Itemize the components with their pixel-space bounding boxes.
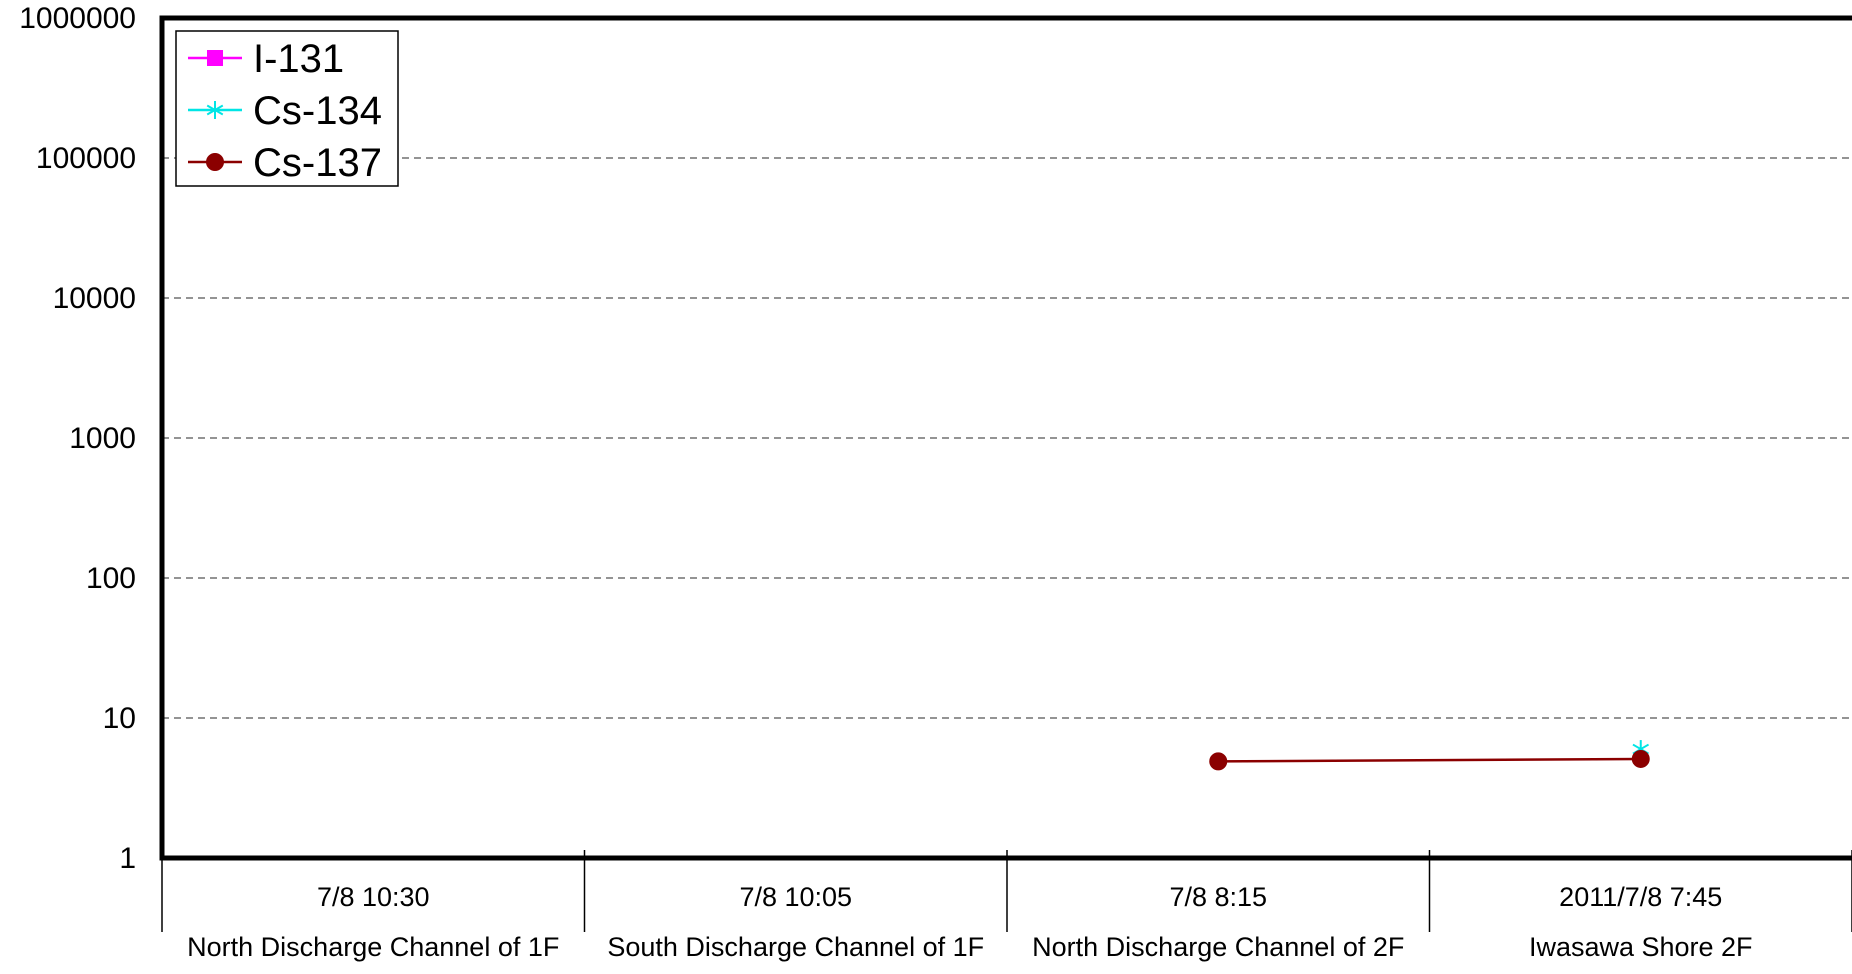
legend-entry: Cs-134 — [188, 89, 382, 133]
legend-marker — [206, 153, 224, 171]
y-tick-label: 1000000 — [19, 2, 136, 35]
data-point — [1209, 752, 1228, 771]
legend-marker — [207, 50, 223, 66]
y-tick-labels: 1 10 100 1000 10000 100000 1000000 — [19, 2, 136, 875]
series-line — [1218, 757, 1641, 763]
y-tick-label: 1000 — [69, 422, 136, 455]
legend-label: Cs-137 — [253, 141, 382, 185]
legend: I-131 Cs-134 Cs-137 — [175, 30, 399, 187]
legend-label: I-131 — [253, 37, 344, 81]
y-tick-label: 100 — [86, 562, 136, 595]
plot-frame — [159, 15, 1852, 861]
x-tick-location: North Discharge Channel of 1F — [187, 932, 559, 962]
axis-layer — [159, 15, 1852, 932]
x-tick-labels: 7/8 10:30 North Discharge Channel of 1F 7/… — [187, 882, 1752, 962]
legend-entry: Cs-137 — [188, 141, 382, 185]
legend-marker — [206, 101, 224, 119]
y-tick-label: 1 — [119, 842, 136, 875]
series-cs-137 — [1209, 749, 1650, 771]
y-tick-label: 10 — [103, 702, 136, 735]
x-tick-location: South Discharge Channel of 1F — [607, 932, 984, 962]
series-layer — [1209, 740, 1650, 771]
grid-layer — [162, 157, 1852, 719]
legend-entry: I-131 — [188, 37, 344, 81]
asterisk-stroke — [206, 104, 224, 116]
data-point — [1631, 749, 1650, 768]
y-tick-label: 100000 — [36, 142, 136, 175]
x-tick-time: 7/8 10:30 — [317, 882, 430, 912]
x-tick-time: 2011/7/8 7:45 — [1559, 882, 1722, 912]
y-tick-label: 10000 — [53, 282, 136, 315]
legend-label: Cs-134 — [253, 89, 382, 133]
x-tick-time: 7/8 10:05 — [739, 882, 852, 912]
x-tick-location: Iwasawa Shore 2F — [1529, 932, 1753, 962]
x-tick-time: 7/8 8:15 — [1169, 882, 1267, 912]
x-tick-location: North Discharge Channel of 2F — [1032, 932, 1404, 962]
